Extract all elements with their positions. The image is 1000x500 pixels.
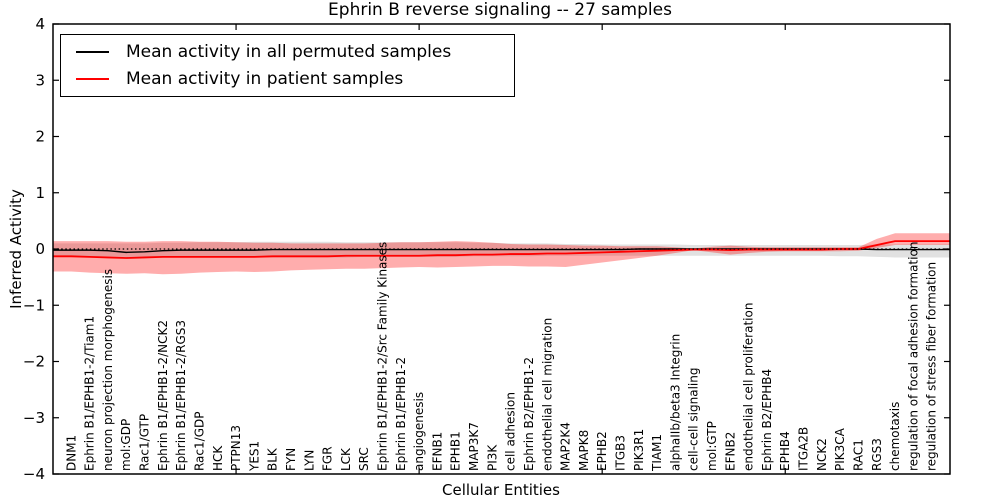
x-category-label: PI3K	[485, 444, 499, 471]
x-category-label: YES1	[247, 441, 261, 472]
x-category-label: regulation of focal adhesion formation	[906, 242, 920, 471]
x-category-label: chemotaxis	[888, 402, 902, 471]
y-tick-label: 4	[35, 15, 45, 33]
y-tick-label: 2	[35, 128, 45, 146]
y-tick-label: −1	[23, 296, 45, 314]
x-category-label: cell adhesion	[504, 392, 518, 471]
y-tick-label: −3	[23, 409, 45, 427]
x-category-label: RGS3	[870, 438, 884, 471]
x-category-label: angiogenesis	[412, 392, 426, 471]
x-category-label: SRC	[357, 447, 371, 471]
y-tick-label: −4	[23, 465, 45, 483]
patient-line-sample-icon	[76, 78, 109, 80]
legend-label-permuted: Mean activity in all permuted samples	[126, 42, 452, 62]
x-category-label: EPHB1	[449, 431, 463, 471]
x-category-label: MAPK8	[577, 430, 591, 471]
legend-entry-permuted: Mean activity in all permuted samples	[61, 42, 514, 62]
x-category-label: Rac1/GDP	[192, 412, 206, 471]
x-category-label: LYN	[302, 450, 316, 471]
x-category-label: LCK	[339, 447, 353, 471]
x-category-label: endothelial cell migration	[540, 318, 554, 471]
x-category-label: RAC1	[851, 439, 865, 471]
x-category-label: mol:GTP	[705, 421, 719, 471]
x-category-label: EPHB2	[595, 431, 609, 471]
y-tick-label: 0	[35, 240, 45, 258]
x-category-label: Rac1/GTP	[138, 414, 152, 471]
x-category-label: regulation of stress fiber formation	[925, 262, 939, 471]
x-category-label: NCK2	[815, 438, 829, 471]
x-category-label: mol:GDP	[119, 419, 133, 471]
x-category-label: Ephrin B1/EPHB1-2/Tiam1	[83, 316, 97, 471]
x-category-label: FGR	[321, 446, 335, 471]
x-category-label: cell-cell signaling	[687, 368, 701, 472]
x-category-label: FYN	[284, 448, 298, 471]
x-category-label: Ephrin B1/EPHB1-2	[394, 357, 408, 471]
legend: Mean activity in all permuted samples Me…	[60, 34, 515, 97]
x-axis-label: Cellular Entities	[442, 481, 560, 499]
x-category-label: Ephrin B2/EPHB1-2	[522, 357, 536, 471]
x-category-label: ITGA2B	[797, 427, 811, 471]
x-category-label: HCK	[211, 445, 225, 471]
x-category-label: DNM1	[64, 435, 78, 471]
x-category-label: Ephrin B1/EPHB1-2/RGS3	[174, 320, 188, 471]
x-category-label: PIK3CA	[833, 427, 847, 471]
x-category-label: PTPN13	[229, 425, 243, 471]
x-category-label: endothelial cell proliferation	[742, 303, 756, 471]
chart-title: Ephrin B reverse signaling -- 27 samples	[328, 0, 672, 20]
x-category-label: MAP2K4	[559, 422, 573, 471]
x-category-label: ITGB3	[613, 435, 627, 471]
x-category-label: neuron projection morphogenesis	[101, 269, 115, 471]
y-tick-label: 3	[35, 71, 45, 89]
x-category-label: Ephrin B1/EPHB1-2/Src Family Kinases	[376, 242, 390, 471]
x-category-label: EFNB2	[723, 432, 737, 471]
y-tick-label: 1	[35, 184, 45, 202]
x-category-label: BLK	[266, 447, 280, 471]
x-category-label: MAP3K7	[467, 422, 481, 471]
x-category-label: alphaIIb/beta3 Integrin	[668, 334, 682, 471]
x-category-label: EPHB4	[778, 431, 792, 471]
legend-label-patient: Mean activity in patient samples	[126, 69, 404, 89]
x-category-label: Ephrin B1/EPHB1-2/NCK2	[156, 320, 170, 471]
x-category-label: Ephrin B2/EPHB4	[760, 369, 774, 471]
y-tick-label: −2	[23, 353, 45, 371]
x-category-label: PIK3R1	[632, 429, 646, 471]
legend-entry-patient: Mean activity in patient samples	[61, 69, 514, 89]
x-category-label: EFNB1	[430, 432, 444, 471]
permuted-line-sample-icon	[76, 51, 109, 53]
x-category-label: TIAM1	[650, 434, 664, 472]
